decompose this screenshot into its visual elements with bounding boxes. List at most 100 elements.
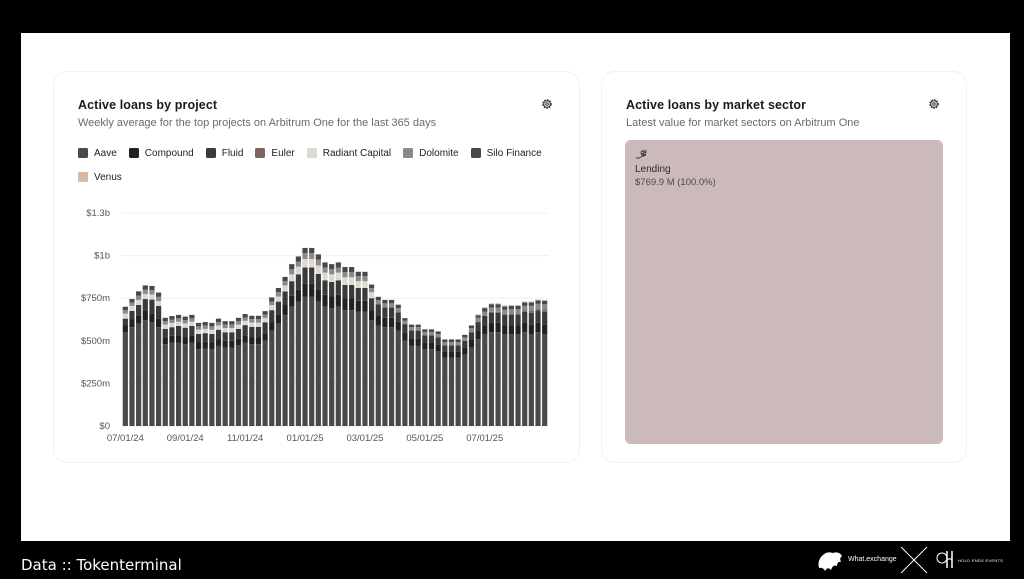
bar-segment[interactable] (495, 312, 501, 323)
bar-segment[interactable] (508, 305, 514, 310)
bar-segment[interactable] (275, 296, 282, 302)
bar-segment[interactable] (428, 331, 435, 336)
bar-segment[interactable] (242, 325, 248, 336)
bar-segment[interactable] (215, 339, 222, 346)
bar-segment[interactable] (349, 272, 355, 278)
bar-segment[interactable] (195, 342, 202, 350)
bar-segment[interactable] (528, 301, 534, 303)
bar-segment[interactable] (229, 340, 235, 348)
bar-segment[interactable] (169, 319, 175, 323)
bar-segment[interactable] (329, 264, 335, 270)
bar-segment[interactable] (382, 307, 388, 318)
bar-segment[interactable] (342, 310, 348, 426)
bar-segment[interactable] (255, 344, 262, 426)
bar-segment[interactable] (508, 313, 514, 315)
bar-segment[interactable] (235, 338, 242, 346)
bar-segment[interactable] (189, 325, 195, 336)
bar-segment[interactable] (362, 287, 368, 301)
bar-segment[interactable] (209, 329, 215, 334)
bar-segment[interactable] (488, 311, 495, 313)
bar-segment[interactable] (522, 311, 528, 323)
bar-segment[interactable] (136, 323, 142, 426)
bar-segment[interactable] (482, 307, 488, 309)
bar-segment[interactable] (242, 342, 248, 427)
bar-segment[interactable] (528, 305, 534, 311)
bar-segment[interactable] (442, 357, 448, 426)
bar-segment[interactable] (342, 267, 348, 273)
bar-segment[interactable] (295, 301, 301, 426)
bar-segment[interactable] (442, 345, 448, 352)
bar-segment[interactable] (302, 296, 308, 427)
bar-segment[interactable] (475, 322, 481, 331)
bar-segment[interactable] (255, 319, 262, 323)
bar-segment[interactable] (122, 318, 128, 326)
bar-segment[interactable] (428, 329, 435, 332)
bar-segment[interactable] (402, 318, 408, 321)
bar-segment[interactable] (269, 322, 275, 331)
bar-segment[interactable] (402, 320, 408, 325)
bar-segment[interactable] (289, 274, 295, 282)
bar-segment[interactable] (122, 325, 128, 333)
bar-segment[interactable] (302, 253, 308, 259)
bar-segment[interactable] (395, 312, 401, 322)
bar-segment[interactable] (282, 281, 288, 286)
bar-segment[interactable] (468, 339, 475, 348)
bar-segment[interactable] (402, 340, 408, 426)
bar-segment[interactable] (422, 342, 428, 350)
bar-segment[interactable] (149, 299, 155, 314)
bar-segment[interactable] (502, 309, 508, 315)
bar-segment[interactable] (242, 314, 248, 318)
bar-segment[interactable] (255, 326, 262, 338)
bar-segment[interactable] (488, 312, 495, 323)
bar-segment[interactable] (435, 337, 441, 345)
bar-segment[interactable] (215, 325, 222, 330)
bar-segment[interactable] (235, 328, 242, 339)
bar-segment[interactable] (542, 309, 548, 312)
bar-segment[interactable] (475, 317, 481, 323)
bar-segment[interactable] (195, 329, 202, 334)
bar-segment[interactable] (202, 348, 208, 426)
bar-segment[interactable] (235, 317, 242, 322)
bar-segment[interactable] (335, 267, 341, 273)
bar-segment[interactable] (502, 305, 508, 307)
bar-segment[interactable] (209, 342, 215, 350)
bar-segment[interactable] (488, 322, 495, 333)
bar-segment[interactable] (229, 324, 235, 329)
legend-item[interactable]: Radiant Capital (306, 148, 391, 159)
bar-segment[interactable] (302, 267, 308, 284)
bar-segment[interactable] (202, 322, 208, 326)
bar-segment[interactable] (209, 322, 215, 327)
bar-segment[interactable] (508, 333, 514, 426)
bar-segment[interactable] (329, 269, 335, 275)
bar-segment[interactable] (262, 340, 268, 426)
bar-segment[interactable] (182, 337, 188, 345)
bar-segment[interactable] (309, 253, 315, 259)
bar-segment[interactable] (295, 289, 301, 302)
bar-segment[interactable] (515, 314, 521, 326)
bar-segment[interactable] (355, 300, 361, 312)
bar-segment[interactable] (542, 304, 548, 310)
bar-segment[interactable] (462, 340, 468, 348)
bar-segment[interactable] (289, 281, 295, 296)
bar-segment[interactable] (408, 327, 415, 331)
bar-segment[interactable] (202, 328, 208, 334)
bar-segment[interactable] (482, 333, 488, 426)
bar-segment[interactable] (408, 345, 415, 426)
bar-segment[interactable] (282, 315, 288, 426)
bar-segment[interactable] (136, 295, 142, 300)
bar-segment[interactable] (495, 303, 501, 305)
bar-segment[interactable] (182, 316, 188, 321)
bar-segment[interactable] (542, 311, 548, 325)
bar-segment[interactable] (215, 318, 222, 323)
bar-segment[interactable] (162, 317, 168, 322)
bar-segment[interactable] (395, 304, 401, 309)
bar-segment[interactable] (156, 296, 162, 302)
bar-segment[interactable] (282, 305, 288, 316)
bar-segment[interactable] (315, 301, 321, 426)
bar-segment[interactable] (215, 329, 222, 340)
bar-segment[interactable] (269, 330, 275, 426)
bar-segment[interactable] (522, 305, 528, 311)
legend-item[interactable]: Compound (128, 148, 194, 159)
bar-segment[interactable] (342, 298, 348, 311)
bar-segment[interactable] (535, 300, 541, 304)
